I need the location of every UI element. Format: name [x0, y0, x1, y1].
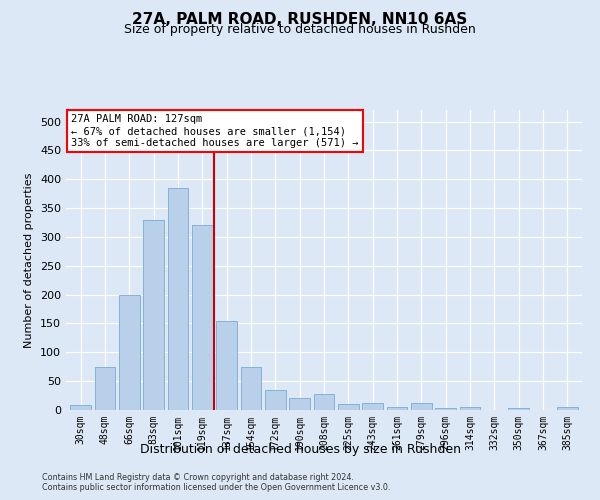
Bar — [508, 408, 529, 410]
Bar — [338, 404, 359, 410]
Bar — [265, 390, 286, 410]
Bar — [70, 406, 91, 410]
Text: Contains HM Land Registry data © Crown copyright and database right 2024.: Contains HM Land Registry data © Crown c… — [42, 472, 354, 482]
Bar — [460, 407, 481, 410]
Bar — [436, 408, 456, 410]
Text: Contains public sector information licensed under the Open Government Licence v3: Contains public sector information licen… — [42, 482, 391, 492]
Text: 27A PALM ROAD: 127sqm
← 67% of detached houses are smaller (1,154)
33% of semi-d: 27A PALM ROAD: 127sqm ← 67% of detached … — [71, 114, 359, 148]
Text: Distribution of detached houses by size in Rushden: Distribution of detached houses by size … — [139, 442, 461, 456]
Text: 27A, PALM ROAD, RUSHDEN, NN10 6AS: 27A, PALM ROAD, RUSHDEN, NN10 6AS — [133, 12, 467, 28]
Bar — [167, 188, 188, 410]
Bar — [411, 402, 432, 410]
Bar — [95, 366, 115, 410]
Y-axis label: Number of detached properties: Number of detached properties — [25, 172, 34, 348]
Bar — [241, 366, 262, 410]
Text: Size of property relative to detached houses in Rushden: Size of property relative to detached ho… — [124, 22, 476, 36]
Bar — [192, 226, 212, 410]
Bar — [386, 407, 407, 410]
Bar — [314, 394, 334, 410]
Bar — [289, 398, 310, 410]
Bar — [557, 407, 578, 410]
Bar — [119, 294, 140, 410]
Bar — [216, 320, 237, 410]
Bar — [143, 220, 164, 410]
Bar — [362, 402, 383, 410]
